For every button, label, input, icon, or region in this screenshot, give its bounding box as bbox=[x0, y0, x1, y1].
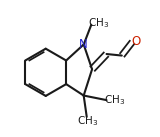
Text: CH$_3$: CH$_3$ bbox=[88, 16, 109, 30]
Text: O: O bbox=[131, 35, 140, 48]
Text: CH$_3$: CH$_3$ bbox=[104, 93, 126, 107]
Text: CH$_3$: CH$_3$ bbox=[77, 114, 98, 128]
Text: N: N bbox=[79, 38, 88, 51]
